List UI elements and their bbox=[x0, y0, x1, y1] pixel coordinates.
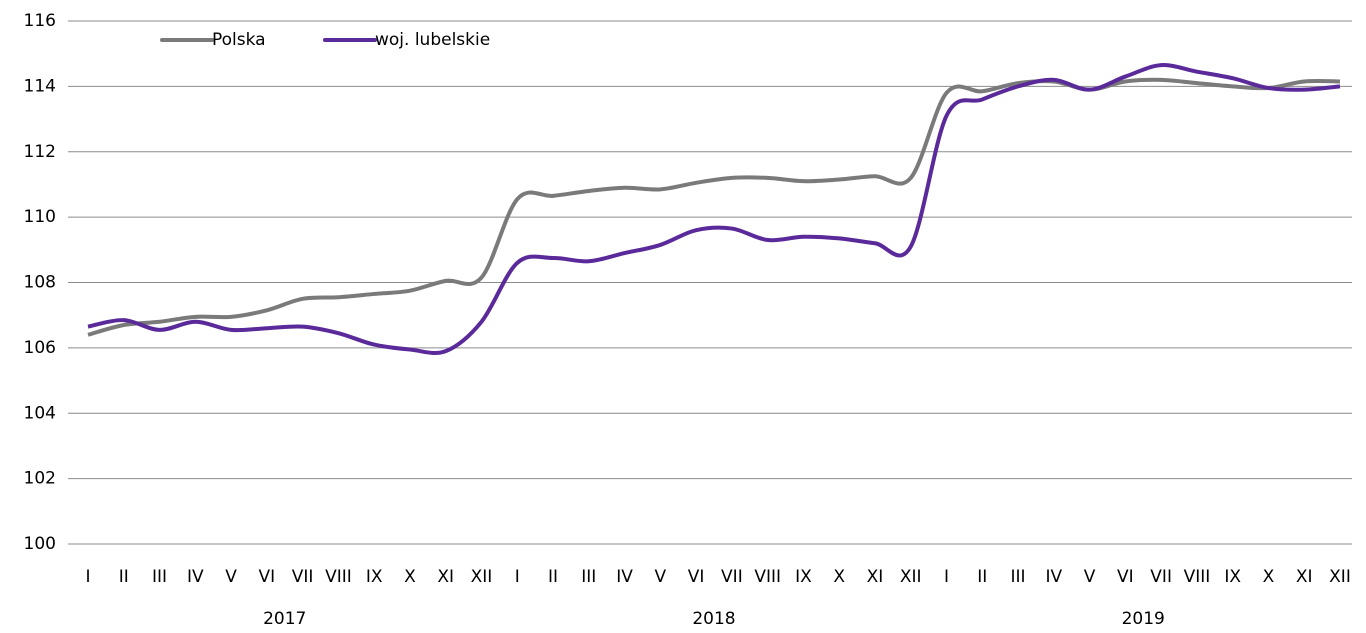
x-tick-label: IV bbox=[187, 567, 204, 587]
year-label: 2017 bbox=[263, 609, 306, 629]
x-tick-label: XI bbox=[1296, 567, 1313, 587]
x-tick-label: II bbox=[977, 567, 987, 587]
x-tick-label: VII bbox=[1150, 567, 1172, 587]
x-tick-label: IV bbox=[616, 567, 633, 587]
x-tick-label: XI bbox=[437, 567, 454, 587]
x-tick-label: IX bbox=[366, 567, 383, 587]
x-tick-label: VI bbox=[259, 567, 276, 587]
series-line bbox=[87, 77, 1341, 337]
x-tick-label: VIII bbox=[1184, 567, 1211, 587]
x-tick-label: XII bbox=[1329, 567, 1351, 587]
y-tick-label: 104 bbox=[24, 403, 56, 423]
x-tick-label: I bbox=[515, 567, 520, 587]
legend-label: woj. lubelskie bbox=[375, 30, 490, 50]
x-tick-label: XII bbox=[471, 567, 493, 587]
legend-label: Polska bbox=[212, 30, 266, 50]
x-tick-label: IV bbox=[1046, 567, 1063, 587]
x-tick-label: X bbox=[1263, 567, 1275, 587]
x-tick-label: III bbox=[1011, 567, 1026, 587]
x-tick-label: VIII bbox=[325, 567, 352, 587]
x-tick-label: IX bbox=[795, 567, 812, 587]
x-tick-label: III bbox=[581, 567, 596, 587]
x-tick-label: II bbox=[548, 567, 558, 587]
y-tick-label: 110 bbox=[24, 207, 56, 227]
x-tick-label: XII bbox=[900, 567, 922, 587]
y-tick-label: 108 bbox=[24, 273, 56, 293]
y-tick-label: 116 bbox=[24, 11, 56, 31]
year-label: 2019 bbox=[1122, 609, 1165, 629]
x-tick-label: VI bbox=[688, 567, 705, 587]
x-tick-label: VII bbox=[292, 567, 314, 587]
x-tick-label: XI bbox=[867, 567, 884, 587]
x-tick-label: V bbox=[225, 567, 237, 587]
x-tick-label: II bbox=[119, 567, 129, 587]
y-tick-label: 106 bbox=[24, 338, 56, 358]
x-tick-label: X bbox=[833, 567, 845, 587]
y-tick-label: 102 bbox=[24, 469, 56, 489]
x-tick-label: I bbox=[85, 567, 90, 587]
year-label: 2018 bbox=[692, 609, 735, 629]
x-tick-label: V bbox=[1084, 567, 1096, 587]
series-line bbox=[87, 63, 1341, 355]
x-tick-label: III bbox=[152, 567, 167, 587]
x-tick-label: IX bbox=[1224, 567, 1241, 587]
y-tick-label: 100 bbox=[24, 534, 56, 554]
x-tick-label: VIII bbox=[754, 567, 781, 587]
x-tick-label: I bbox=[944, 567, 949, 587]
y-tick-label: 114 bbox=[24, 76, 56, 96]
x-tick-label: X bbox=[404, 567, 416, 587]
x-tick-label: VI bbox=[1117, 567, 1134, 587]
x-tick-label: V bbox=[655, 567, 667, 587]
y-tick-label: 112 bbox=[24, 142, 56, 162]
x-tick-label: VII bbox=[721, 567, 743, 587]
